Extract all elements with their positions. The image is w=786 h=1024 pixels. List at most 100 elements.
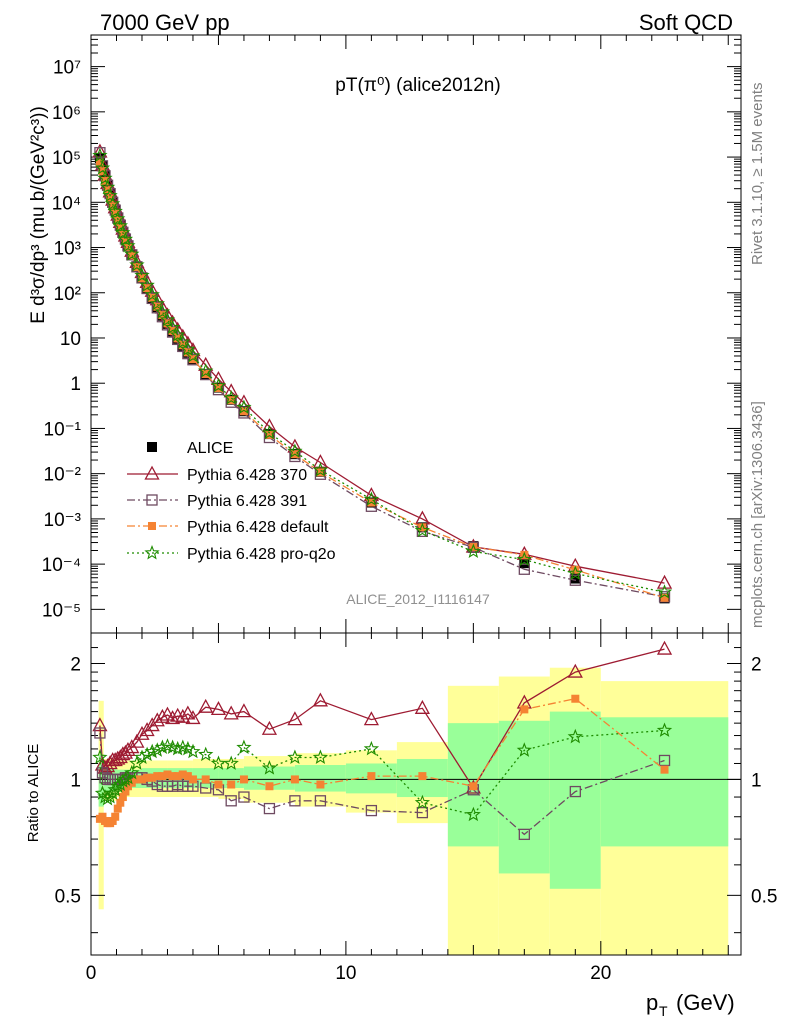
main-data-point [144, 286, 160, 302]
main-data-point [154, 303, 171, 319]
main-series-3 [95, 158, 669, 602]
main-series-line [99, 162, 665, 599]
ratio-data-point [263, 802, 276, 815]
main-data-point [519, 558, 530, 569]
main-data-point [94, 147, 106, 159]
ratio-series-2 [95, 694, 669, 828]
ratio-data-point [416, 806, 429, 819]
ratio-data-point [469, 782, 478, 791]
ratio-data-point [225, 795, 237, 807]
ratio-data-point [121, 787, 130, 796]
main-data-point [261, 424, 278, 440]
main-y-tick-label: 10⁻⁵ [42, 600, 81, 621]
legend-marker [146, 494, 158, 506]
ratio-data-point [129, 733, 145, 748]
main-y-tick-label: 10⁻¹ [44, 419, 82, 440]
ratio-data-point [185, 710, 201, 725]
ratio-data-point [137, 775, 146, 784]
ratio-data-point [214, 780, 223, 789]
main-series-line [99, 151, 665, 584]
main-data-point [131, 261, 143, 273]
main-series-0 [94, 153, 670, 604]
ratio-data-point [164, 710, 181, 725]
ratio-data-point [112, 749, 128, 764]
ratio-data-point [180, 705, 196, 720]
ratio-data-point [113, 804, 122, 813]
main-data-point [105, 195, 121, 211]
main-data-point [236, 399, 252, 415]
ratio-data-point [185, 743, 201, 759]
ratio-data-point [365, 804, 378, 817]
legend-entry: ALICE [147, 440, 233, 457]
ratio-data-point [139, 722, 155, 737]
ratio-data-point [287, 749, 303, 765]
ratio-y-tick-label-right: 0.5 [751, 886, 777, 907]
ratio-data-point [201, 775, 210, 784]
rivet-label: Rivet 3.1.10, ≥ 1.5M events [749, 83, 766, 266]
main-data-point [185, 347, 201, 363]
x-tick-label: 0 [86, 963, 97, 984]
mcplots-label: mcplots.cern.ch [arXiv:1306.3436] [749, 401, 766, 628]
header-left-label: 7000 GeV pp [100, 10, 230, 35]
main-data-point [312, 454, 329, 469]
ratio-data-point [287, 711, 303, 726]
main-data-point [117, 231, 134, 246]
ratio-data-point [223, 705, 239, 720]
main-data-point [656, 574, 673, 589]
x-tick-label: 10 [335, 963, 356, 984]
ratio-data-point [170, 707, 186, 722]
main-data-point [567, 565, 583, 581]
main-series-4 [92, 147, 673, 599]
analysis-watermark: ALICE_2012_I1116147 [346, 591, 490, 607]
ratio-data-point [516, 742, 532, 757]
ratio-data-point [520, 705, 529, 714]
ratio-data-point [134, 749, 150, 765]
main-y-axis-label: E d³σ/dp³ (mu b/(GeV²c³)) [28, 106, 49, 324]
main-data-point [118, 230, 127, 239]
legend-marker [147, 442, 157, 452]
main-data-point [107, 203, 123, 218]
header-right-label: Soft QCD [639, 10, 733, 35]
main-data-point [210, 377, 227, 393]
svg-text:p: p [646, 990, 658, 1015]
main-data-point [97, 170, 113, 185]
ratio-data-point [660, 765, 669, 774]
ratio-inner-band [498, 720, 550, 874]
main-series-1 [92, 143, 673, 589]
main-data-point [520, 550, 529, 559]
ratio-data-point [238, 791, 250, 803]
ratio-data-point [312, 692, 329, 707]
main-data-point [312, 462, 329, 477]
ratio-data-point [367, 772, 376, 781]
main-data-point [121, 236, 130, 245]
main-series-line [99, 155, 665, 593]
ratio-data-point [118, 793, 127, 802]
ratio-inner-band [218, 768, 244, 788]
ratio-data-point [149, 742, 165, 757]
legend-entry: Pythia 6.428 default [127, 519, 329, 536]
ratio-data-point [173, 772, 182, 781]
legend-entry: Pythia 6.428 370 [127, 465, 307, 484]
ratio-data-point [227, 780, 236, 789]
legend-marker [148, 522, 156, 530]
ratio-data-point [363, 711, 379, 726]
ratio-data-point [569, 785, 581, 798]
ratio-data-point [289, 795, 301, 807]
x-axis-label: p T (GeV) [646, 990, 735, 1019]
main-data-point [414, 522, 431, 538]
ratio-data-point [312, 749, 329, 765]
legend-label: Pythia 6.428 391 [187, 493, 307, 510]
ratio-data-point [92, 749, 108, 765]
ratio-data-point [132, 775, 141, 784]
main-data-point [92, 147, 108, 163]
ratio-inner-band [549, 711, 601, 889]
ratio-data-point [120, 741, 136, 756]
main-data-point [127, 251, 136, 260]
main-data-point [180, 341, 196, 356]
main-frame [90, 34, 742, 634]
ratio-data-point [143, 773, 152, 782]
main-data-point [132, 263, 141, 272]
main-data-point [660, 593, 669, 602]
ratio-data-point [656, 722, 673, 737]
